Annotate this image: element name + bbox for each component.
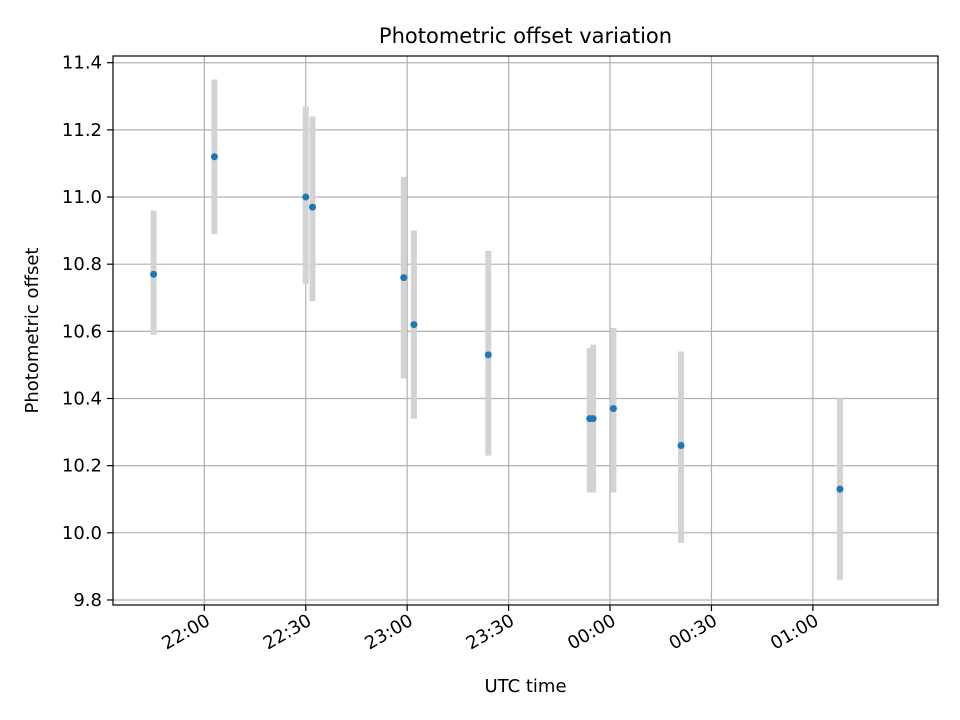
x-tick-label: 23:00 — [361, 610, 416, 654]
x-tick-label: 00:30 — [666, 610, 721, 654]
x-tick-label: 01:00 — [767, 610, 822, 654]
data-point — [410, 321, 418, 329]
y-tick-label: 11.4 — [62, 53, 102, 74]
y-tick-label: 10.8 — [62, 254, 102, 275]
y-axis-label: Photometric offset — [22, 248, 43, 414]
data-point — [400, 274, 408, 282]
data-point — [484, 351, 492, 359]
x-tick-label: 23:30 — [463, 610, 518, 654]
x-tick-label: 22:00 — [158, 610, 213, 654]
x-tick-label: 22:30 — [260, 610, 315, 654]
data-point — [836, 485, 844, 493]
data-point — [210, 153, 218, 161]
error-bars — [150, 79, 843, 580]
y-tick-label: 9.8 — [73, 590, 102, 611]
x-axis-label: UTC time — [484, 676, 566, 697]
y-tick-label: 10.0 — [62, 523, 102, 544]
data-point — [589, 415, 597, 423]
y-tick-label: 10.4 — [62, 388, 102, 409]
plot-frame — [112, 55, 939, 606]
data-point — [150, 270, 158, 278]
data-point — [302, 193, 310, 201]
data-points — [150, 153, 844, 493]
chart-title: Photometric offset variation — [379, 24, 672, 48]
grid — [113, 56, 938, 605]
y-tick-label: 10.2 — [62, 456, 102, 477]
x-tick-label: 00:00 — [564, 610, 619, 654]
data-point — [308, 203, 316, 211]
y-tick-label: 11.0 — [62, 187, 102, 208]
y-tick-label: 10.6 — [62, 321, 102, 342]
ticks: 22:00 22:30 23:00 23:30 00:00 00:30 01:00 9.8 10… — [62, 53, 822, 655]
data-point — [677, 442, 685, 450]
y-tick-label: 11.2 — [62, 120, 102, 141]
data-point — [609, 405, 617, 413]
